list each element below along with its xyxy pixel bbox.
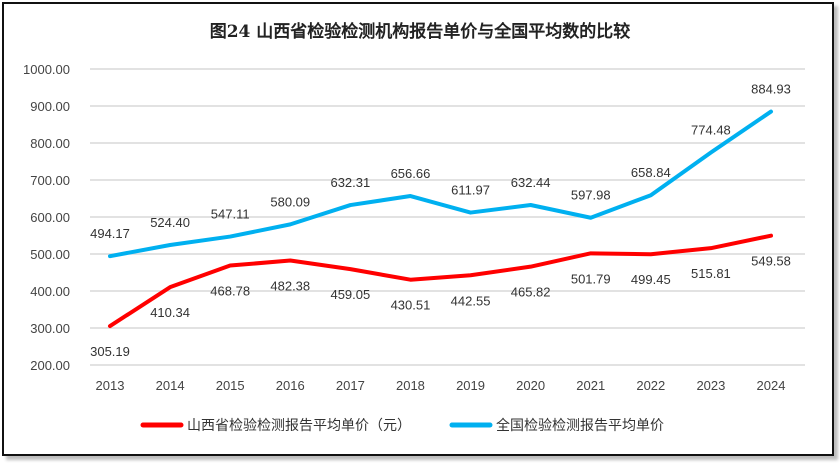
series-line-0 (108, 233, 773, 329)
y-axis-ticks: 200.00 300.00 400.00 500.00 600.00 700.00 800.… (23, 62, 70, 373)
legend: 山西省检验检测报告平均单价（元） 全国检验检测报告平均单价 (140, 417, 664, 434)
y-tick-label: 300.00 (30, 321, 70, 336)
data-label: 547.11 (211, 207, 250, 222)
data-label: 884.93 (751, 82, 791, 97)
data-label: 774.48 (691, 122, 731, 137)
y-tick-label: 500.00 (30, 247, 70, 262)
data-label: 656.66 (391, 166, 431, 181)
data-label: 459.05 (330, 287, 370, 302)
data-label: 430.51 (391, 298, 431, 313)
x-tick-label: 2022 (636, 378, 665, 393)
data-label: 501.79 (571, 271, 611, 286)
data-label: 515.81 (691, 266, 731, 281)
data-label: 482.38 (270, 279, 310, 294)
y-tick-label: 600.00 (30, 210, 70, 225)
series-line-1 (108, 109, 773, 259)
x-tick-label: 2017 (336, 378, 365, 393)
data-label: 580.09 (270, 194, 310, 209)
y-tick-label: 800.00 (30, 136, 70, 151)
data-label: 494.17 (90, 226, 130, 241)
x-tick-label: 2023 (696, 378, 725, 393)
data-label: 305.19 (90, 344, 130, 359)
x-axis-ticks: 2013 2014 2015 2016 2017 2018 2019 2020 2021 2022… (96, 378, 786, 393)
data-label: 410.34 (150, 305, 190, 320)
data-label: 524.40 (150, 215, 190, 230)
x-tick-label: 2014 (156, 378, 185, 393)
data-label: 549.58 (751, 254, 791, 269)
data-label: 632.31 (330, 175, 370, 190)
x-tick-label: 2016 (276, 378, 305, 393)
x-tick-label: 2019 (456, 378, 485, 393)
data-label: 632.44 (511, 175, 551, 190)
data-label: 597.98 (571, 188, 611, 203)
data-label: 658.84 (631, 165, 671, 180)
x-tick-label: 2013 (96, 378, 125, 393)
series-lines (108, 109, 773, 329)
data-label: 468.78 (210, 284, 250, 299)
data-labels: 305.19 410.34 468.78 482.38 459.05 430.51 442.… (90, 82, 791, 360)
y-tick-label: 700.00 (30, 173, 70, 188)
gridlines (90, 68, 805, 366)
x-tick-label: 2024 (757, 378, 786, 393)
data-label: 442.55 (451, 293, 491, 308)
data-label: 465.82 (511, 285, 551, 300)
y-tick-label: 200.00 (30, 358, 70, 373)
y-tick-label: 400.00 (30, 284, 70, 299)
legend-label-1: 全国检验检测报告平均单价 (496, 417, 664, 434)
data-label: 499.45 (631, 272, 671, 287)
x-tick-label: 2015 (216, 378, 245, 393)
x-tick-label: 2020 (516, 378, 545, 393)
chart-title: 图24 山西省检验检测机构报告单价与全国平均数的比较 (210, 21, 631, 42)
chart-frame (2, 2, 834, 456)
y-tick-label: 900.00 (30, 99, 70, 114)
legend-label-0: 山西省检验检测报告平均单价（元） (187, 418, 411, 434)
x-tick-label: 2018 (396, 378, 425, 393)
data-label: 611.97 (451, 183, 490, 198)
y-tick-label: 1000.00 (23, 62, 70, 77)
x-tick-label: 2021 (576, 378, 605, 393)
